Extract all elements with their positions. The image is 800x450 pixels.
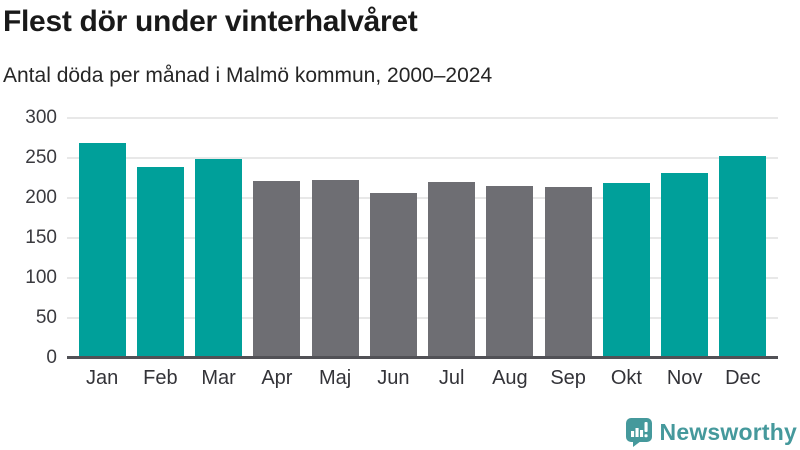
bar-slot [597,182,655,358]
bar-slot [306,179,364,358]
x-axis: Jan Feb Mar Apr Maj Jun Jul Aug Sep Okt Nov Dec [67,367,778,390]
bar-maj [311,179,359,358]
bar-jan [78,142,126,358]
y-tick-label: 100 [25,267,57,288]
bar-slot [481,186,539,358]
bar-slot [73,142,131,358]
x-tick-label-okt: Okt [610,367,642,389]
bar-apr [253,181,301,358]
bar-slot [364,193,422,358]
y-tick-label: 50 [35,307,57,328]
bar-slot [656,173,714,358]
y-axis: 0 50 100 150 200 250 300 [0,107,57,368]
x-tick-label-apr: Apr [261,367,293,389]
x-tick-label-jan: Jan [86,367,119,389]
bar-okt [602,182,650,358]
newsworthy-wordmark: Newsworthy [659,418,797,445]
y-tick-label: 300 [25,107,57,128]
y-tick-label: 0 [46,347,57,368]
y-tick-label: 250 [25,147,57,168]
brand-footer: Newsworthy [625,417,797,447]
bar-slot [539,186,597,358]
gridline [67,117,778,119]
plot-area [67,117,778,358]
gridline [67,317,778,319]
x-tick-label-feb: Feb [143,367,178,389]
bar-slot [423,182,481,358]
x-tick-label-dec: Dec [725,367,761,389]
bar-jul [428,182,476,358]
x-tick-label-mar: Mar [201,367,236,389]
bar-mar [195,158,243,358]
bar-slot [714,156,772,358]
x-tick-label-jun: Jun [377,367,410,389]
chart-subtitle: Antal döda per månad i Malmö kommun, 200… [3,64,493,87]
x-tick-label-jul: Jul [438,367,465,389]
x-tick-label-maj: Maj [319,367,352,389]
bar-slot [190,158,248,358]
y-tick-label: 200 [25,187,57,208]
bar-nov [661,173,709,358]
bar-slot [248,181,306,358]
x-tick-label-nov: Nov [666,367,703,389]
bar-jun [369,193,417,358]
bars [67,118,778,358]
bar-aug [486,186,534,358]
x-tick-label-aug: Aug [492,367,528,389]
gridline [67,157,778,159]
x-tick-label-sep: Sep [550,367,586,389]
newsworthy-logo-icon [625,418,652,447]
bar-sep [544,186,592,358]
bar-dec [719,156,767,358]
bar-slot [131,166,189,358]
gridline [67,197,778,199]
gridline [67,237,778,239]
gridline [67,277,778,279]
chart-title: Flest dör under vinterhalvåret [3,5,418,38]
y-tick-label: 150 [25,227,57,248]
x-axis-line [67,356,778,359]
bar-feb [136,166,184,358]
